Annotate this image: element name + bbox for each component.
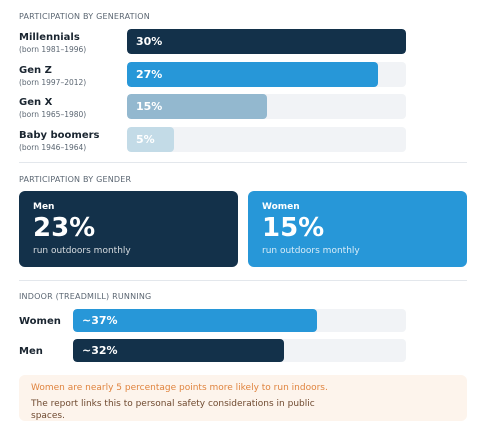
generation-bar-track: 30% [127, 29, 406, 54]
indoor-bar-track: ~37% [73, 309, 406, 332]
card-label: Women [262, 202, 300, 212]
generation-bar-track: 15% [127, 94, 406, 119]
generation-bar-boomers: 5% [127, 127, 174, 152]
card-label: Men [33, 202, 55, 212]
generation-years: (born 1946–1964) [19, 143, 87, 152]
indoor-label-women: Women [19, 316, 61, 327]
card-subtitle: run outdoors monthly [33, 246, 131, 256]
bar-value-label: 5% [136, 133, 155, 146]
generation-bar-track: 5% [127, 127, 406, 152]
generation-bar-track: 27% [127, 62, 406, 87]
section-divider [19, 162, 467, 163]
indoor-bar-track: ~32% [73, 339, 406, 362]
gender-card-men: Men 23% run outdoors monthly [19, 191, 238, 267]
generation-bar-genz: 27% [127, 62, 379, 87]
generation-name: Gen X [19, 97, 53, 108]
indoor-bar-women: ~37% [73, 309, 317, 332]
generation-years: (born 1997–2012) [19, 78, 87, 87]
generation-years: (born 1981–1996) [19, 45, 87, 54]
generation-row-millennials: Millennials (born 1981–1996) [19, 30, 467, 58]
generation-years: (born 1965–1980) [19, 110, 87, 119]
bar-value-label: 27% [136, 68, 163, 81]
generation-row-boomers: Baby boomers (born 1946–1964) [19, 128, 467, 156]
note-body: The report links this to personal safety… [31, 399, 315, 421]
bar-value-label: ~37% [82, 314, 118, 327]
indoor-section-title: INDOOR (TREADMILL) RUNNING [19, 292, 152, 301]
bar-value-label: 15% [136, 100, 163, 113]
generation-name: Gen Z [19, 65, 52, 76]
card-percentage: 23% [33, 213, 96, 243]
generation-section-title: PARTICIPATION BY GENERATION [19, 12, 150, 21]
bar-value-label: 30% [136, 35, 163, 48]
section-divider [19, 280, 467, 281]
indoor-bar-men: ~32% [73, 339, 284, 362]
generation-bar-millennials: 30% [127, 29, 406, 54]
bar-value-label: ~32% [82, 344, 118, 357]
gender-section-title: PARTICIPATION BY GENDER [19, 175, 132, 184]
generation-row-genz: Gen Z (born 1997–2012) [19, 63, 467, 91]
generation-name: Millennials [19, 32, 80, 43]
card-subtitle: run outdoors monthly [262, 246, 360, 256]
note-headline: Women are nearly 5 percentage points mor… [31, 383, 328, 393]
indoor-label-men: Men [19, 346, 43, 357]
card-percentage: 15% [262, 213, 325, 243]
gender-card-women: Women 15% run outdoors monthly [248, 191, 467, 267]
insight-note: Women are nearly 5 percentage points mor… [19, 375, 467, 421]
generation-name: Baby boomers [19, 130, 100, 141]
generation-bar-genx: 15% [127, 94, 267, 119]
generation-row-genx: Gen X (born 1965–1980) [19, 95, 467, 123]
